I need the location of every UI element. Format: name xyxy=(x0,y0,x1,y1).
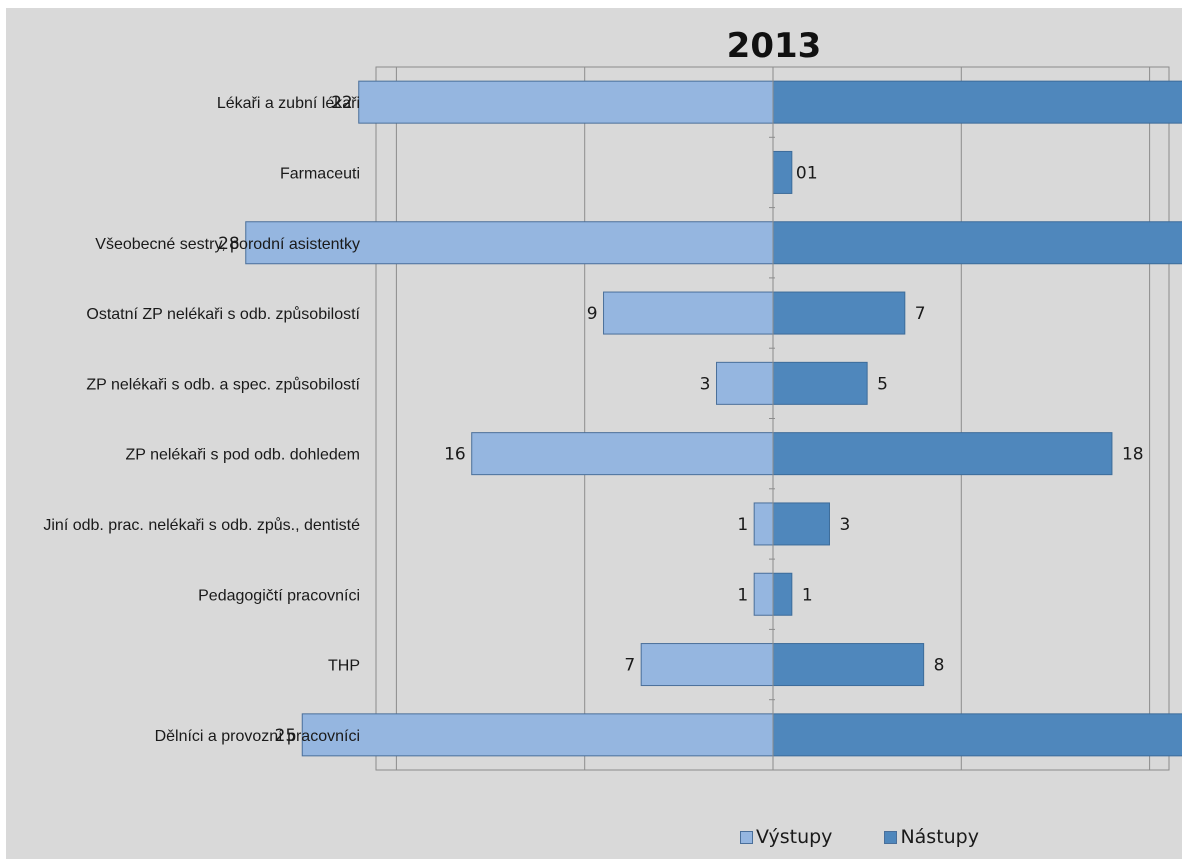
category-label: Pedagogičtí pracovníci xyxy=(198,587,360,604)
category-label: THP xyxy=(328,658,360,675)
category-label: Jiní odb. prac. nelékaři s odb. způs., d… xyxy=(43,516,360,534)
category-label: Farmaceuti xyxy=(280,165,360,182)
bar-vystupy xyxy=(753,502,774,546)
data-label-nastupy: 1 xyxy=(802,585,813,605)
bar-nastupy xyxy=(772,80,1182,124)
data-label-nastupy: 1 xyxy=(807,163,818,183)
data-label-nastupy: 5 xyxy=(877,374,888,394)
data-label-nastupy: 7 xyxy=(915,304,926,324)
data-label-nastupy: 3 xyxy=(839,515,850,535)
bar-nastupy xyxy=(772,291,906,335)
bar-vystupy xyxy=(716,361,774,405)
data-label-vystupy: 3 xyxy=(700,374,711,394)
legend-swatch-nastupy xyxy=(884,830,898,844)
data-label-vystupy: 0 xyxy=(796,163,807,183)
bar-vystupy xyxy=(640,643,774,687)
category-label: ZP nelékaři s pod odb. dohledem xyxy=(125,447,360,464)
legend-item-vystupy: Výstupy xyxy=(740,826,832,848)
data-label-vystupy: 1 xyxy=(737,515,748,535)
category-label: Lékaři a zubní lékaři xyxy=(217,95,360,112)
chart-title: 2013 xyxy=(726,26,822,66)
bar-nastupy xyxy=(772,502,830,546)
bar-nastupy xyxy=(772,713,1182,757)
data-label-vystupy: 7 xyxy=(624,656,635,676)
bar-nastupy xyxy=(772,150,793,194)
bar-nastupy xyxy=(772,432,1113,476)
category-label: Všeobecné sestry, porodní asistentky xyxy=(95,236,360,253)
bar-vystupy xyxy=(603,291,774,335)
category-label: ZP nelékaři s odb. a spec. způsobilostí xyxy=(86,375,360,393)
legend-label-vystupy: Výstupy xyxy=(756,826,833,848)
data-label-nastupy: 8 xyxy=(934,656,945,676)
category-label: Ostatní ZP nelékaři s odb. způsobilostí xyxy=(86,305,360,323)
data-label-vystupy: 9 xyxy=(587,304,598,324)
data-label-vystupy: 1 xyxy=(737,585,748,605)
chart-svg: 2227012826973516181311782529Lékaři a zub… xyxy=(43,66,1182,771)
category-label: Dělníci a provozní pracovníci xyxy=(155,728,360,745)
bar-vystupy xyxy=(471,432,774,476)
chart-area: 2227012826973516181311782529Lékaři a zub… xyxy=(6,8,1182,859)
legend-swatch-vystupy xyxy=(740,830,753,844)
data-label-vystupy: 25 xyxy=(275,726,297,746)
data-label-nastupy: 18 xyxy=(1122,445,1144,465)
data-label-vystupy: 16 xyxy=(444,445,466,465)
bar-vystupy xyxy=(358,80,774,124)
legend-label-nastupy: Nástupy xyxy=(900,826,979,848)
data-label-vystupy: 22 xyxy=(331,93,353,113)
bar-nastupy xyxy=(772,643,925,687)
bar-nastupy xyxy=(772,221,1182,265)
legend: Výstupy Nástupy xyxy=(740,826,979,848)
bar-vystupy xyxy=(753,572,774,616)
bar-vystupy xyxy=(301,713,774,757)
bar-vystupy xyxy=(245,221,774,265)
bar-nastupy xyxy=(772,361,868,405)
legend-item-nastupy: Nástupy xyxy=(884,826,979,848)
data-label-vystupy: 28 xyxy=(218,234,240,254)
bar-nastupy xyxy=(772,572,793,616)
